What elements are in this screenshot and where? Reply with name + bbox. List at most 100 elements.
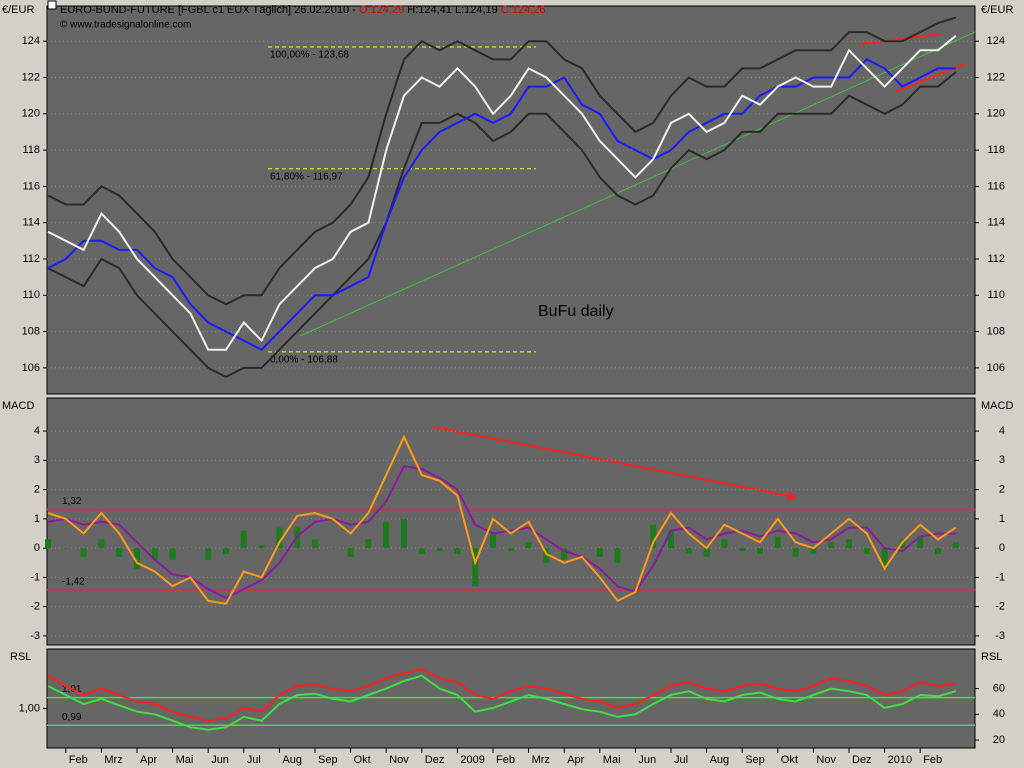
axis-label: RSL bbox=[981, 651, 1002, 663]
series-line bbox=[47, 465, 956, 600]
x-tick-label: Sep bbox=[745, 754, 765, 766]
histogram-bar bbox=[668, 530, 674, 549]
x-tick-label: Apr bbox=[140, 754, 157, 766]
trend-line bbox=[859, 33, 941, 45]
histogram-bar bbox=[792, 548, 799, 557]
histogram-bar bbox=[312, 539, 318, 549]
x-tick-label: 2009 bbox=[460, 754, 484, 766]
annotation: BuFu daily bbox=[538, 303, 614, 320]
series-line bbox=[47, 16, 957, 306]
level-label: 0,99 bbox=[62, 712, 82, 723]
histogram-bar bbox=[881, 548, 888, 569]
histogram-bar bbox=[329, 548, 336, 549]
y-tick-label: 2 bbox=[34, 484, 40, 496]
y-tick-label: 124 bbox=[22, 35, 40, 47]
histogram-bar bbox=[258, 545, 265, 549]
x-tick-label: Feb bbox=[496, 754, 515, 766]
histogram-bar bbox=[721, 539, 728, 549]
histogram-bar bbox=[650, 524, 657, 549]
x-tick-label: Jun bbox=[638, 754, 656, 766]
y-tick-label: 3 bbox=[999, 454, 1005, 466]
x-tick-label: Feb bbox=[923, 754, 942, 766]
series-line bbox=[47, 674, 957, 731]
x-tick-label: 2010 bbox=[888, 754, 912, 766]
axis-label: €/EUR bbox=[981, 4, 1013, 16]
y-tick-label: 106 bbox=[22, 362, 40, 374]
axis-label: MACD bbox=[2, 400, 34, 412]
y2-tick-label: 1,00 bbox=[19, 702, 40, 714]
x-tick-label: Dez bbox=[852, 754, 872, 766]
header-icon bbox=[47, 0, 57, 10]
y-tick-label: 120 bbox=[22, 108, 40, 120]
x-tick-label: Aug bbox=[282, 754, 302, 766]
chart-title: EURO-BUND-FUTURE [FGBL c1 EUX Täglich] 2… bbox=[60, 4, 546, 16]
histogram-bar bbox=[490, 533, 496, 549]
histogram-bar bbox=[935, 548, 941, 554]
x-tick-label: Dez bbox=[425, 754, 445, 766]
series-line bbox=[47, 434, 957, 605]
y-tick-label: 114 bbox=[987, 217, 1005, 229]
histogram-bar bbox=[151, 548, 158, 560]
y-tick-label: -3 bbox=[30, 630, 40, 642]
y-tick-label: -2 bbox=[30, 601, 40, 613]
axis-label: MACD bbox=[981, 400, 1013, 412]
histogram-bar bbox=[739, 548, 746, 552]
y-tick-label: -2 bbox=[995, 601, 1005, 613]
x-tick-label: Feb bbox=[69, 754, 88, 766]
histogram-bar bbox=[917, 536, 924, 549]
y-tick-label: 1 bbox=[999, 513, 1005, 525]
histogram-bar bbox=[62, 548, 69, 549]
histogram-bar bbox=[80, 548, 87, 557]
histogram-bar bbox=[383, 521, 390, 549]
arrow bbox=[432, 426, 791, 497]
y-tick-label: 112 bbox=[987, 253, 1005, 265]
y-tick-label: 110 bbox=[987, 289, 1005, 301]
x-tick-label: Nov bbox=[816, 754, 836, 766]
y-tick-label: 1 bbox=[34, 513, 40, 525]
histogram-bar bbox=[365, 539, 372, 549]
histogram-bar bbox=[828, 542, 835, 549]
histogram-bar bbox=[579, 548, 585, 549]
histogram-bar bbox=[347, 548, 354, 557]
axis-label: RSL bbox=[10, 651, 31, 663]
x-tick-label: Mai bbox=[603, 754, 621, 766]
x-tick-label: Sep bbox=[318, 754, 338, 766]
y-tick-label: 110 bbox=[22, 289, 40, 301]
y-tick-label: 4 bbox=[999, 425, 1005, 437]
y-tick-label: 114 bbox=[22, 217, 40, 229]
histogram-bar bbox=[614, 548, 621, 563]
y-tick-label: 122 bbox=[987, 71, 1005, 83]
histogram-bar bbox=[632, 548, 639, 549]
y-tick-label: 3 bbox=[34, 454, 40, 466]
histogram-bar bbox=[472, 548, 479, 587]
level-label: 0,00% - 106,88 bbox=[270, 355, 338, 366]
y-tick-label: 108 bbox=[987, 325, 1005, 337]
title-part: C:124,26 bbox=[501, 4, 546, 16]
x-tick-label: Mrz bbox=[104, 754, 122, 766]
y-tick-label: 4 bbox=[34, 425, 40, 437]
level-label: -1,42 bbox=[62, 576, 85, 587]
histogram-bar bbox=[863, 548, 870, 554]
y-tick-label: 122 bbox=[22, 71, 40, 83]
y-tick-label: 124 bbox=[987, 35, 1005, 47]
histogram-bar bbox=[45, 539, 51, 549]
x-tick-label: Jun bbox=[211, 754, 229, 766]
histogram-bar bbox=[401, 518, 407, 549]
level-label: 100,00% - 123,68 bbox=[270, 50, 349, 61]
histogram-bar bbox=[525, 542, 532, 549]
histogram-bar bbox=[810, 548, 817, 554]
histogram-bar bbox=[187, 548, 194, 549]
price-panel bbox=[46, 5, 976, 395]
y-tick-label: 120 bbox=[987, 108, 1005, 120]
histogram-bar bbox=[703, 548, 710, 557]
histogram-bar bbox=[454, 548, 461, 554]
title-part: H:124,41 L:124,19 bbox=[404, 4, 501, 16]
x-tick-label: Aug bbox=[710, 754, 730, 766]
y-tick-label: 116 bbox=[987, 180, 1005, 192]
histogram-bar bbox=[596, 548, 603, 557]
histogram-bar bbox=[846, 539, 852, 549]
axis-label: €/EUR bbox=[2, 4, 34, 16]
x-tick-label: Jul bbox=[674, 754, 688, 766]
